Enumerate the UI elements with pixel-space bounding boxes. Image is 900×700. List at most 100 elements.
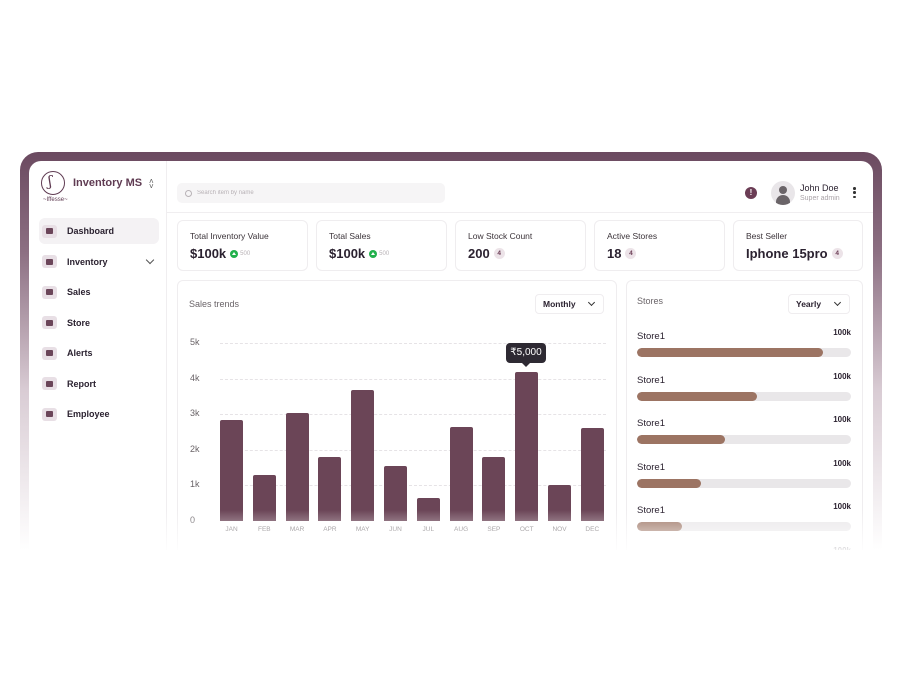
y-tick-label: 4k	[190, 372, 200, 383]
store-name: Store1	[637, 505, 665, 517]
bar-jul[interactable]	[416, 497, 440, 521]
store-name: Store1	[637, 549, 665, 550]
stat-card-inventory-value: Total Inventory Value $100k 500	[177, 220, 308, 271]
gridline	[220, 343, 606, 344]
x-tick-label: SEP	[487, 526, 501, 533]
sidebar-item-label: Inventory	[67, 256, 108, 267]
sidebar-item-label: Employee	[67, 409, 110, 419]
y-tick-label: 5k	[190, 337, 200, 347]
bar-apr[interactable]	[318, 456, 342, 521]
store-name: Store1	[637, 461, 665, 473]
period-select-value: Monthly	[543, 299, 576, 309]
sidebar-item-label: Alerts	[67, 348, 93, 358]
brand[interactable]: Inventory MS	[41, 171, 142, 195]
workspace-switch-icon[interactable]: ˄ ˅	[149, 177, 154, 191]
store-row[interactable]: Store1 100k	[637, 459, 851, 498]
gridline	[220, 414, 606, 416]
store-value: 100k	[833, 415, 851, 425]
header-divider	[167, 212, 873, 213]
sidebar-item-alerts[interactable]: Alerts	[39, 340, 159, 366]
stat-label: Active Stores	[607, 231, 658, 241]
x-tick-label: APR	[323, 526, 337, 533]
x-tick-label: JUL	[422, 526, 435, 533]
alerts-icon	[42, 346, 57, 360]
employee-icon	[42, 407, 57, 421]
x-tick-label: AUG	[454, 526, 469, 533]
panel-title: Stores	[637, 296, 664, 306]
stat-label: Low Stock Count	[468, 231, 533, 241]
store-value: 100k	[833, 502, 851, 512]
store-name: Store1	[637, 374, 665, 386]
period-select[interactable]: Yearly	[788, 294, 850, 314]
search-icon	[185, 189, 192, 197]
sidebar-item-label: Store	[67, 317, 91, 328]
x-tick-label: NOV	[552, 526, 567, 533]
store-progress-fill	[637, 391, 757, 401]
stat-label: Total Sales	[329, 231, 371, 241]
store-row[interactable]: Store1 100k	[637, 328, 851, 367]
sidebar-item-sales[interactable]: Sales	[39, 279, 159, 305]
store-row[interactable]: Store1 100k	[637, 546, 851, 550]
store-icon	[42, 316, 57, 329]
store-name: Store1	[637, 418, 665, 430]
bar-jan[interactable]	[220, 419, 243, 521]
sidebar: Inventory MS ~Iffesse~ ˄˅ Dashboard Inve…	[29, 161, 167, 550]
sidebar-item-report[interactable]: Report	[39, 371, 159, 397]
store-name: Store1	[637, 331, 665, 342]
y-tick-label: 1k	[190, 479, 200, 490]
inventory-icon	[42, 255, 57, 268]
bar-oct[interactable]	[515, 372, 539, 521]
more-options-icon[interactable]	[853, 187, 856, 200]
bar-aug[interactable]	[449, 427, 473, 521]
period-select-value: Yearly	[796, 299, 822, 309]
store-progress-fill	[637, 522, 682, 532]
trend-up-icon	[369, 249, 378, 258]
bar-jun[interactable]	[384, 465, 407, 521]
bar-mar[interactable]	[285, 412, 309, 521]
count-badge: 4	[493, 248, 505, 259]
avatar[interactable]	[771, 181, 795, 205]
store-progress-track	[637, 348, 851, 357]
gridline	[220, 449, 606, 451]
bar-sep[interactable]	[482, 456, 506, 521]
app-window: Inventory MS ~Iffesse~ ˄˅ Dashboard Inve…	[29, 161, 873, 550]
stat-label: Best Seller	[746, 231, 788, 241]
stat-value: $100k	[329, 246, 366, 261]
count-badge: 4	[625, 248, 637, 259]
sidebar-item-label: Sales	[67, 287, 91, 297]
x-tick-label: JAN	[225, 526, 238, 533]
y-tick-label: 0	[190, 515, 196, 525]
store-progress-track	[637, 391, 851, 401]
stat-card-active-stores: Active Stores 18 4	[594, 220, 725, 271]
store-progress-track	[637, 435, 851, 445]
search-input[interactable]	[197, 190, 417, 196]
sidebar-nav: Dashboard Inventory Sales Store A	[39, 218, 159, 432]
bar-nov[interactable]	[548, 485, 571, 521]
sales-trends-panel: Sales trends Monthly 0 1k 2k 3k 4k 5k JAN FEB MA…	[177, 280, 617, 550]
notification-icon[interactable]: !	[745, 187, 757, 199]
y-tick-label: 2k	[190, 443, 200, 454]
period-select[interactable]: Monthly	[535, 294, 604, 314]
store-row[interactable]: Store1 100k	[637, 502, 851, 541]
sidebar-item-dashboard[interactable]: Dashboard	[39, 218, 159, 244]
store-progress-fill	[637, 348, 824, 357]
report-icon	[42, 377, 57, 390]
x-tick-label: OCT	[519, 526, 534, 533]
stat-card-total-sales: Total Sales $100k 500	[316, 220, 447, 271]
sidebar-item-store[interactable]: Store	[39, 310, 159, 336]
chevron-down-icon[interactable]	[145, 255, 155, 264]
app-frame: Inventory MS ~Iffesse~ ˄˅ Dashboard Inve…	[20, 152, 882, 550]
search-bar[interactable]	[177, 183, 445, 203]
brand-name: Inventory MS	[73, 177, 143, 189]
stat-card-low-stock: Low Stock Count 200 4	[455, 220, 586, 271]
store-row[interactable]: Store1 100k	[637, 372, 851, 411]
bar-dec[interactable]	[580, 427, 604, 521]
stores-panel: Stores Yearly Store1 100k Store1 100k Store1…	[626, 280, 863, 550]
bar-may[interactable]	[351, 389, 375, 521]
user-name[interactable]: John Doe	[800, 183, 839, 193]
store-row[interactable]: Store1 100k	[637, 415, 851, 454]
logo-text: ~Iffesse~	[43, 197, 68, 203]
sidebar-item-employee[interactable]: Employee	[39, 401, 159, 427]
sidebar-item-inventory[interactable]: Inventory	[39, 249, 159, 275]
bar-feb[interactable]	[252, 475, 276, 521]
